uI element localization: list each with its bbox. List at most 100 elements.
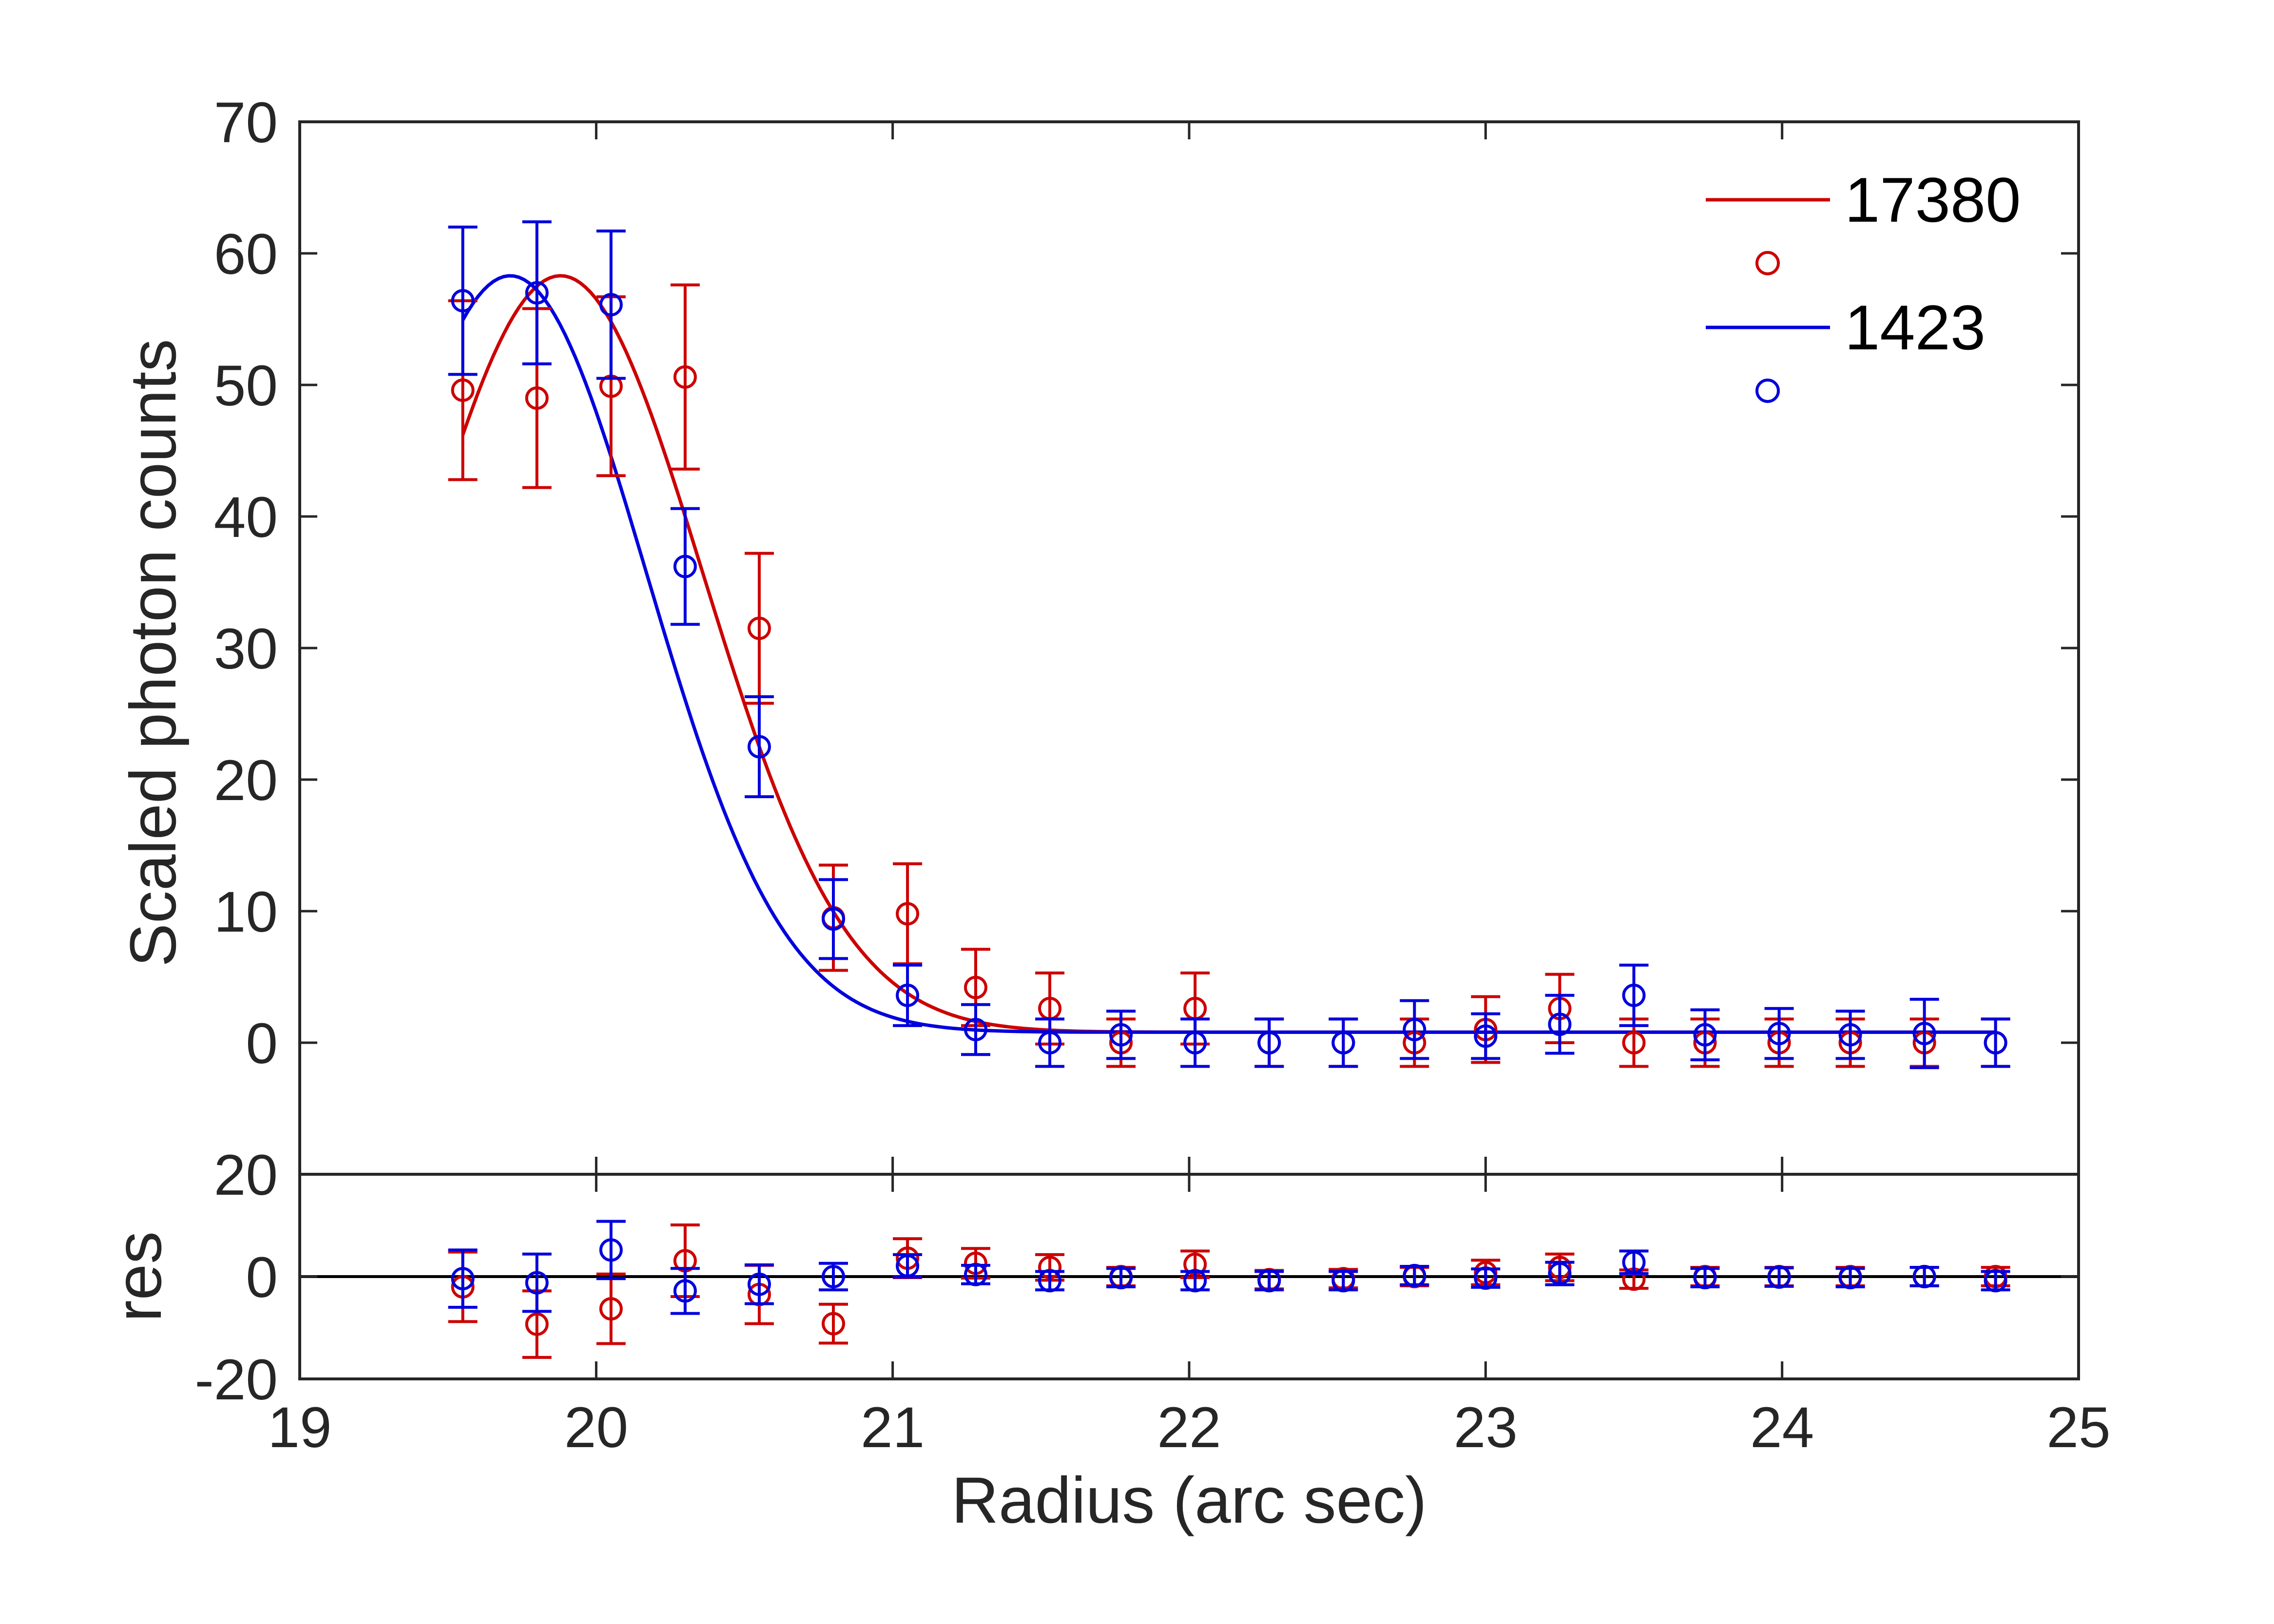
- res-1423-point: [1254, 1269, 1284, 1293]
- fit-line-1423: [461, 274, 1996, 1034]
- res-1423-point: [961, 1262, 990, 1286]
- data-1423-marker: [822, 907, 845, 931]
- res-1423-marker: [747, 1272, 771, 1296]
- res-1423-point: [893, 1253, 923, 1279]
- res-1423-marker: [1038, 1269, 1062, 1293]
- res-y-tick-label: 0: [246, 1245, 278, 1310]
- legend-label-17380: 17380: [1845, 164, 2021, 235]
- res-1423-point: [1035, 1269, 1065, 1293]
- data-1423-point: [1764, 1007, 1794, 1060]
- residual-ticks: -20 0 20 19 20 21 22 23 24 25: [194, 1143, 2110, 1460]
- y-tick-label: 0: [246, 1012, 278, 1076]
- res-17380-marker: [599, 1297, 623, 1321]
- data-1423-marker: [896, 983, 920, 1007]
- res-1423-point: [670, 1267, 700, 1315]
- res-1423-marker: [896, 1254, 920, 1278]
- legend-marker-1423: [1755, 379, 1780, 403]
- res-1423-marker: [1622, 1250, 1646, 1274]
- data-1423-point: [1106, 1010, 1136, 1060]
- res-1423-point: [1981, 1269, 2010, 1293]
- data-1423-point: [1180, 1017, 1210, 1068]
- data-1423-marker: [1984, 1031, 2007, 1054]
- data-1423-marker: [1622, 983, 1646, 1007]
- res-1423-point: [1180, 1269, 1210, 1293]
- data-17380-point: [670, 283, 700, 471]
- main-ticks: 0 10 20 30 40 50 60 70: [214, 91, 2080, 1174]
- res-1423-point: [1764, 1265, 1794, 1289]
- y-tick-label: 20: [214, 748, 278, 813]
- x-tick-label: 23: [1454, 1395, 1518, 1460]
- data-1423-marker: [1548, 1013, 1572, 1036]
- residual-plot-area: [300, 1220, 2079, 1359]
- data-1423-point: [819, 878, 848, 960]
- data-1423-marker: [1257, 1031, 1281, 1054]
- data-1423-marker: [964, 1018, 987, 1041]
- data-1423-point: [893, 963, 923, 1027]
- data-17380-marker: [1622, 1031, 1646, 1054]
- res-1423-point: [744, 1263, 774, 1305]
- data-1423-point: [1981, 1017, 2010, 1068]
- res-1423-marker: [451, 1267, 475, 1291]
- res-1423-marker: [1548, 1261, 1572, 1285]
- legend-marker-17380: [1755, 251, 1780, 275]
- res-1423-point: [1329, 1269, 1358, 1293]
- data-1423-marker: [525, 281, 549, 305]
- res-1423-marker: [1984, 1269, 2007, 1293]
- data-1423-marker: [1331, 1031, 1355, 1054]
- res-1423-point: [1106, 1266, 1136, 1290]
- res-1423-point: [596, 1220, 626, 1280]
- data-1423-point: [1835, 1010, 1865, 1060]
- legend: 17380 1423: [1706, 164, 2021, 403]
- res-1423-marker: [1183, 1269, 1207, 1293]
- y-tick-label: 50: [214, 354, 278, 418]
- res-y-tick-label: -20: [194, 1348, 278, 1412]
- data-1423-marker: [599, 293, 623, 317]
- x-tick-label: 22: [1157, 1395, 1221, 1460]
- res-1423-point: [1835, 1266, 1865, 1290]
- data-1423-marker: [1912, 1022, 1936, 1046]
- y-tick-label: 60: [214, 222, 278, 287]
- x-tick-label: 21: [861, 1395, 925, 1460]
- res-1423-marker: [525, 1271, 549, 1295]
- res-1423-marker: [673, 1279, 697, 1303]
- data-1423-point: [1400, 999, 1429, 1060]
- res-1423-marker: [1693, 1266, 1717, 1290]
- res-1423-point: [1400, 1263, 1429, 1287]
- data-17380-marker: [451, 378, 475, 402]
- res-1423-marker: [964, 1262, 987, 1286]
- residual-panel: -20 0 20 19 20 21 22 23 24 25 res Radius (arc sec…: [102, 1143, 2111, 1537]
- res-1423-point: [1619, 1249, 1649, 1275]
- data-1423-point: [1545, 994, 1575, 1055]
- res-1423-point: [1545, 1261, 1575, 1286]
- res-1423-marker: [1257, 1269, 1281, 1293]
- data-17380-marker: [964, 975, 987, 999]
- data-1423-point: [1471, 1012, 1501, 1060]
- main-panel: 0 10 20 30 40 50 60 70 Scaled photon counts 173…: [117, 91, 2080, 1176]
- data-1423-point: [1035, 1017, 1065, 1068]
- res-17380-marker: [822, 1312, 845, 1336]
- data-1423-point: [1329, 1017, 1358, 1068]
- data-1423-point: [744, 695, 774, 799]
- data-17380-marker: [673, 365, 697, 389]
- res-1423-point: [1471, 1266, 1501, 1290]
- data-1423-point: [522, 220, 552, 365]
- res-1423-point: [1690, 1266, 1720, 1290]
- data-1423-marker: [747, 735, 771, 759]
- res-17380-point: [819, 1302, 848, 1345]
- res-1423-marker: [599, 1238, 623, 1262]
- data-1423-point: [961, 1003, 990, 1056]
- data-1423-marker: [1767, 1022, 1791, 1046]
- res-1423-marker: [822, 1265, 845, 1288]
- data-1423-marker: [1693, 1023, 1717, 1047]
- data-1423-marker: [1474, 1024, 1498, 1048]
- x-tick-label: 25: [2046, 1395, 2110, 1460]
- legend-label-1423: 1423: [1845, 292, 1985, 363]
- data-1423-point: [1619, 963, 1649, 1027]
- res-1423-marker: [1403, 1263, 1426, 1287]
- x-tick-label: 24: [1750, 1395, 1814, 1460]
- res-1423-point: [819, 1261, 848, 1292]
- res-1423-marker: [1474, 1266, 1498, 1290]
- main-y-axis-title: Scaled photon counts: [117, 339, 190, 967]
